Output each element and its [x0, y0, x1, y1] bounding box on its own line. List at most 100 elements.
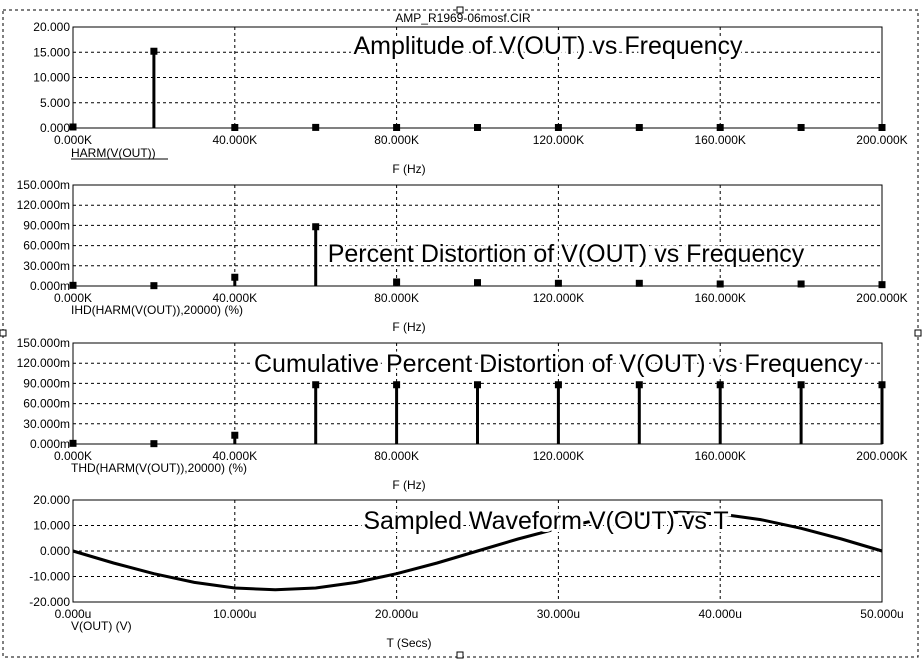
- x-tick-label: 30.000u: [537, 607, 580, 621]
- y-tick-label: 150.000m: [17, 178, 70, 192]
- selection-handle-top[interactable]: [456, 6, 464, 14]
- y-tick-label: 30.000m: [23, 259, 70, 273]
- harmonic-marker: [716, 123, 724, 131]
- harmonic-marker: [878, 123, 886, 131]
- harmonic-marker: [474, 381, 481, 389]
- x-tick-label: 40.000u: [699, 607, 742, 621]
- x-axis-label: F (Hz): [392, 162, 425, 176]
- x-tick-label: 10.000u: [213, 607, 256, 621]
- harmonic-marker: [231, 123, 239, 131]
- y-tick-label: 30.000m: [23, 417, 70, 431]
- harmonic-marker: [69, 439, 77, 447]
- x-tick-label: 120.000K: [533, 449, 584, 463]
- plot-area: [72, 184, 883, 287]
- harmonic-marker: [393, 381, 401, 389]
- y-tick-label: 90.000m: [23, 218, 70, 232]
- plot-panel-2: 0.000K 40.000K 80.000K 120.000K 160.000K 200.…: [17, 178, 908, 334]
- plot-panel-1: 0.000K 40.000K 80.000K 120.000K 160.000K 200.…: [33, 20, 907, 176]
- x-axis-label: F (Hz): [392, 320, 425, 334]
- x-tick-label: 0.000K: [54, 449, 92, 463]
- plot-panel-4: 0.000u 10.000u 20.000u 30.000u 40.000u 50.000…: [29, 493, 903, 650]
- harmonic-marker: [797, 381, 805, 389]
- y-tick-label: 150.000m: [17, 336, 70, 350]
- y-tick-label: 0.000m: [30, 279, 70, 293]
- x-tick-label: 0.000K: [54, 291, 92, 305]
- harmonic-marker: [797, 123, 805, 131]
- x-tick-label: 80.000K: [374, 133, 419, 147]
- x-tick-label: 160.000K: [695, 133, 746, 147]
- trace-label[interactable]: IHD(HARM(V(OUT)),20000) (%): [71, 303, 243, 317]
- harmonic-marker: [716, 280, 724, 288]
- plot-panel-3: 0.000K 40.000K 80.000K 120.000K 160.000K 200.…: [17, 336, 908, 492]
- harmonic-marker: [797, 280, 805, 288]
- harmonic-marker: [878, 381, 886, 389]
- y-tick-label: 90.000m: [23, 376, 70, 390]
- x-tick-label: 0.000u: [55, 607, 92, 621]
- harmonic-marker: [150, 47, 158, 55]
- x-tick-label: 50.000u: [860, 607, 903, 621]
- harmonic-marker: [554, 123, 562, 131]
- x-tick-label: 160.000K: [695, 291, 746, 305]
- x-axis-label: T (Secs): [386, 636, 431, 650]
- y-tick-label: 10.000: [33, 71, 70, 85]
- harmonic-marker: [716, 381, 724, 389]
- harmonic-marker: [69, 281, 77, 289]
- harmonic-marker: [231, 273, 239, 281]
- x-tick-label: 80.000K: [374, 449, 419, 463]
- y-tick-label: 60.000m: [23, 397, 70, 411]
- harmonic-marker: [231, 431, 239, 439]
- harmonic-marker: [312, 123, 320, 131]
- x-tick-label: 20.000u: [375, 607, 418, 621]
- harmonic-marker: [474, 279, 481, 287]
- harmonic-marker: [69, 123, 77, 131]
- x-tick-label: 160.000K: [695, 449, 746, 463]
- y-tick-label: 15.000: [33, 45, 70, 59]
- y-tick-label: 0.000: [40, 121, 70, 135]
- harmonic-marker: [393, 278, 401, 286]
- y-tick-label: -10.000: [29, 570, 70, 584]
- harmonic-marker: [635, 123, 643, 131]
- y-tick-label: 60.000m: [23, 239, 70, 253]
- window-title: AMP_R1969-06mosf.CIR: [395, 11, 531, 25]
- y-tick-label: -20.000: [29, 595, 70, 609]
- x-tick-label: 120.000K: [533, 291, 584, 305]
- chart-overlay-title: Cumulative Percent Distortion of V(OUT) …: [254, 350, 863, 378]
- harmonic-marker: [393, 123, 401, 131]
- x-tick-label: 200.000K: [856, 449, 907, 463]
- harmonic-marker: [150, 440, 158, 448]
- x-tick-label: 200.000K: [856, 133, 907, 147]
- selection-handle-bottom[interactable]: [456, 651, 464, 659]
- harmonic-marker: [474, 123, 481, 131]
- harmonic-marker: [554, 381, 562, 389]
- x-axis-label: F (Hz): [392, 478, 425, 492]
- trace-label[interactable]: HARM(V(OUT)): [71, 146, 156, 160]
- y-tick-label: 20.000: [33, 20, 70, 34]
- harmonic-marker: [554, 279, 562, 287]
- y-tick-label: 5.000: [40, 96, 70, 110]
- y-tick-label: 0.000m: [30, 437, 70, 451]
- selection-handle-left[interactable]: [0, 329, 7, 337]
- trace-label[interactable]: V(OUT) (V): [71, 619, 132, 633]
- x-tick-label: 0.000K: [54, 133, 92, 147]
- harmonic-marker: [150, 282, 158, 290]
- harmonic-marker: [312, 223, 320, 231]
- x-tick-label: 40.000K: [212, 133, 257, 147]
- trace-label[interactable]: THD(HARM(V(OUT)),20000) (%): [71, 461, 247, 475]
- x-tick-label: 40.000K: [212, 449, 257, 463]
- chart-overlay-title: Percent Distortion of V(OUT) vs Frequenc…: [328, 240, 805, 268]
- harmonic-marker: [878, 281, 886, 289]
- x-tick-label: 200.000K: [856, 291, 907, 305]
- y-tick-label: 120.000m: [17, 198, 70, 212]
- window-border: [2, 9, 919, 658]
- y-tick-label: 0.000: [40, 544, 70, 558]
- y-tick-label: 20.000: [33, 493, 70, 507]
- harmonic-marker: [312, 381, 320, 389]
- selection-handle-right[interactable]: [914, 329, 922, 337]
- harmonic-marker: [635, 381, 643, 389]
- x-tick-label: 40.000K: [212, 291, 257, 305]
- x-tick-label: 80.000K: [374, 291, 419, 305]
- y-tick-label: 10.000: [33, 519, 70, 533]
- x-tick-label: 120.000K: [533, 133, 584, 147]
- harmonic-marker: [635, 279, 643, 287]
